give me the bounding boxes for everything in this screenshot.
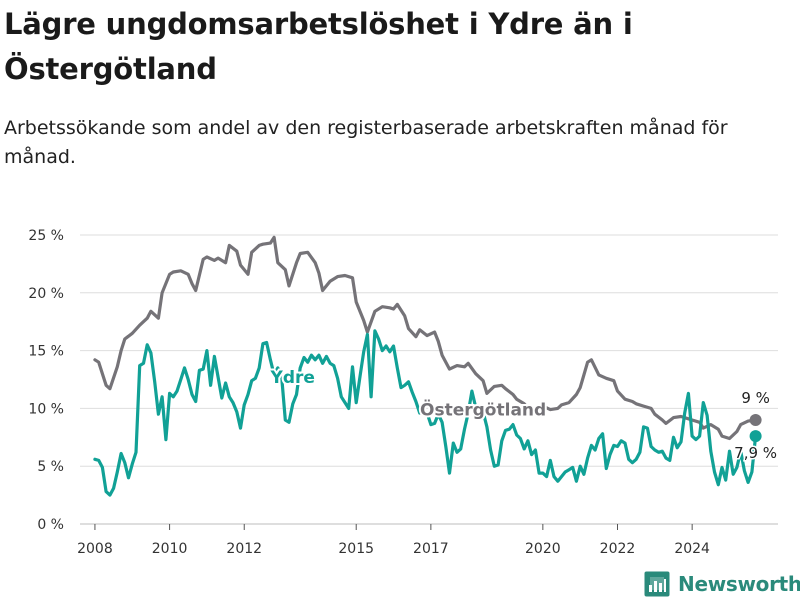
newsworthy-brand: Newsworthy xyxy=(644,569,800,599)
y-tick-label: 10 % xyxy=(28,401,64,417)
end-point--sterg-tland xyxy=(749,413,762,426)
y-tick-label: 5 % xyxy=(37,459,64,475)
end-value-label--sterg-tland: 9 % xyxy=(741,389,770,407)
x-tick-label: 2017 xyxy=(413,541,449,557)
series-line-ydre xyxy=(93,329,758,497)
end-value-label-ydre: 7,9 % xyxy=(734,444,777,462)
y-axis: 0 % 5 % 10 % 15 % 20 % 25 % xyxy=(28,228,64,533)
series-labels: Östergötland 9 % Ydre 7,9 % xyxy=(268,366,779,464)
y-gridlines xyxy=(80,234,778,525)
x-tick-label: 2010 xyxy=(152,541,188,557)
chart-title: Lägre ungdomsarbetslöshet i Ydre än i Ös… xyxy=(4,7,633,86)
chart-subtitle: Arbetssökande som andel av den registerb… xyxy=(4,117,728,168)
x-tick-label: 2008 xyxy=(77,541,113,557)
x-axis: 2008 2010 2012 2015 2017 2020 2022 2024 xyxy=(77,524,710,557)
y-tick-label: 0 % xyxy=(37,517,64,533)
y-tick-label: 15 % xyxy=(28,344,64,360)
newsworthy-logo-icon xyxy=(644,571,670,597)
series-line--sterg-tland xyxy=(93,235,758,441)
brand-name: Newsworthy xyxy=(678,572,800,596)
y-tick-label: 20 % xyxy=(28,286,64,302)
series-lines xyxy=(93,235,762,497)
y-tick-label: 25 % xyxy=(28,228,64,244)
x-tick-label: 2024 xyxy=(674,541,710,557)
end-point-ydre xyxy=(749,430,762,443)
x-tick-label: 2020 xyxy=(525,541,561,557)
x-tick-label: 2015 xyxy=(338,541,374,557)
x-tick-label: 2022 xyxy=(600,541,636,557)
x-tick-label: 2012 xyxy=(226,541,262,557)
series-label--sterg-tland: Östergötland xyxy=(420,398,546,420)
series-label-ydre: Ydre xyxy=(270,368,315,388)
